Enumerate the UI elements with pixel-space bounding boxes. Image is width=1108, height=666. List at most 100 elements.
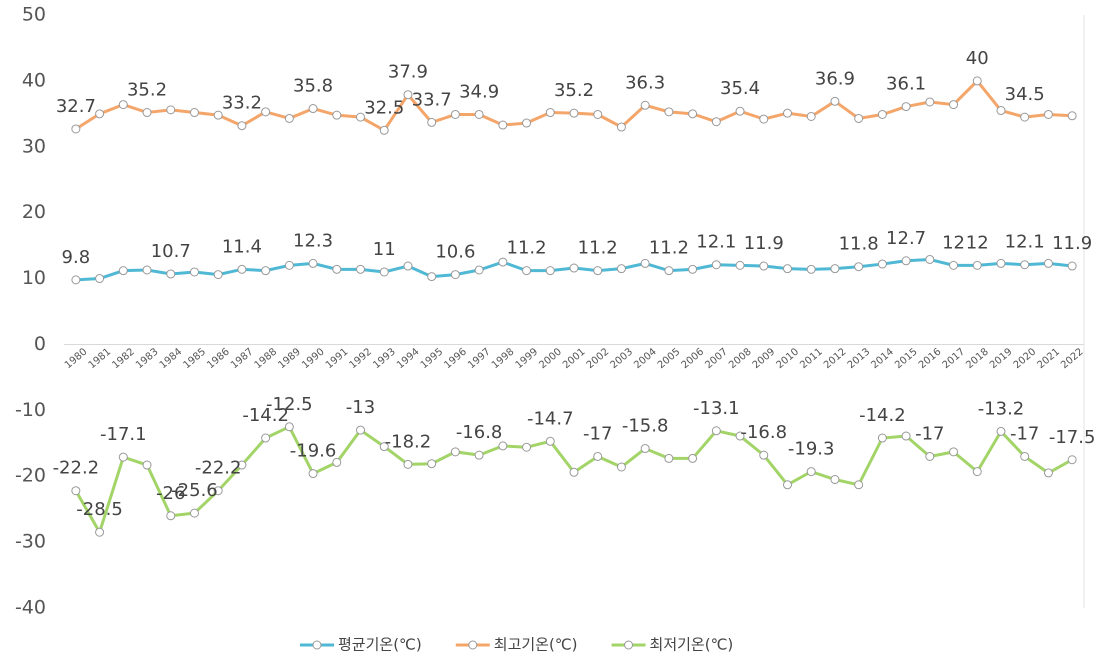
data-label: 33.2 — [222, 93, 262, 114]
point — [806, 111, 816, 121]
point — [593, 109, 603, 119]
point — [1067, 455, 1077, 465]
data-label: 32.7 — [56, 96, 96, 117]
data-label: -16.8 — [456, 422, 503, 443]
point — [118, 100, 128, 110]
data-label: 34.9 — [459, 81, 499, 102]
point — [261, 266, 271, 276]
point — [545, 108, 555, 118]
point — [403, 90, 413, 100]
data-label: -28.5 — [76, 499, 123, 520]
point — [427, 272, 437, 282]
x-tick-label: 2009 — [751, 346, 778, 371]
point — [759, 261, 769, 271]
point — [688, 453, 698, 463]
point — [569, 263, 579, 273]
data-label: -18.2 — [385, 431, 432, 452]
x-tick-label: 2020 — [1012, 346, 1039, 371]
x-tick-label: 2021 — [1035, 346, 1062, 371]
x-tick-label: 1991 — [324, 346, 351, 371]
point — [972, 467, 982, 477]
data-label: 11.2 — [507, 238, 547, 259]
point — [356, 264, 366, 274]
point — [356, 425, 366, 435]
point — [925, 97, 935, 107]
data-label: 11 — [373, 239, 396, 260]
point — [759, 450, 769, 460]
x-tick-label: 2016 — [917, 346, 944, 371]
x-tick-label: 1980 — [63, 346, 90, 371]
y-tick-label: 20 — [22, 201, 46, 223]
point — [782, 480, 792, 490]
data-label: 11.4 — [222, 236, 262, 257]
y-tick-label: -20 — [15, 465, 46, 487]
point — [142, 265, 152, 275]
point — [569, 108, 579, 118]
x-tick-label: 2008 — [727, 346, 754, 371]
data-label: -14.2 — [242, 405, 289, 426]
data-label: -19.3 — [788, 439, 835, 460]
data-label: -17 — [583, 423, 612, 444]
data-label: 10.7 — [151, 241, 191, 262]
point — [735, 431, 745, 441]
point — [71, 124, 81, 134]
x-tick-label: 1985 — [182, 346, 209, 371]
point — [830, 264, 840, 274]
x-tick-label: 2000 — [537, 346, 564, 371]
point — [427, 117, 437, 127]
point — [403, 459, 413, 469]
point — [284, 422, 294, 432]
point — [1043, 109, 1053, 119]
data-label: 11.9 — [744, 233, 784, 254]
x-tick-label: 1993 — [371, 346, 398, 371]
point — [308, 258, 318, 268]
point — [189, 108, 199, 118]
point — [972, 76, 982, 86]
point — [949, 100, 959, 110]
point — [735, 106, 745, 116]
point — [332, 457, 342, 467]
point — [593, 451, 603, 461]
data-label: 36.9 — [815, 68, 855, 89]
data-label: -17 — [915, 423, 944, 444]
x-tick-label: 2002 — [585, 346, 612, 371]
x-tick-label: 2003 — [608, 346, 635, 371]
point — [996, 106, 1006, 116]
point — [213, 270, 223, 280]
point — [711, 260, 721, 270]
data-label: 12 — [942, 232, 965, 253]
point — [522, 442, 532, 452]
point — [474, 265, 484, 275]
point — [972, 260, 982, 270]
x-tick-label: 1998 — [490, 346, 517, 371]
point — [901, 102, 911, 112]
point — [308, 469, 318, 479]
point — [949, 260, 959, 270]
point — [284, 260, 294, 270]
data-label: 11.2 — [578, 238, 618, 259]
point — [237, 460, 247, 470]
x-tick-label: 2014 — [869, 346, 896, 371]
point — [545, 436, 555, 446]
y-tick-label: 50 — [22, 4, 46, 26]
point — [118, 266, 128, 276]
point — [1020, 451, 1030, 461]
data-label: -25.6 — [171, 480, 218, 501]
point — [379, 125, 389, 135]
point — [901, 431, 911, 441]
point — [427, 459, 437, 469]
point — [782, 108, 792, 118]
data-label: 12.3 — [293, 230, 333, 251]
data-label: -15.8 — [622, 416, 669, 437]
point — [189, 508, 199, 518]
data-label: 12.7 — [886, 228, 926, 249]
x-tick-label: 1988 — [253, 346, 280, 371]
legend-label: 최저기온(℃) — [650, 636, 734, 654]
data-label: 9.8 — [62, 247, 91, 268]
point — [213, 486, 223, 496]
data-label: 10.6 — [435, 242, 475, 263]
legend-marker — [312, 640, 322, 650]
y-tick-label: 10 — [22, 267, 46, 289]
point — [616, 462, 626, 472]
